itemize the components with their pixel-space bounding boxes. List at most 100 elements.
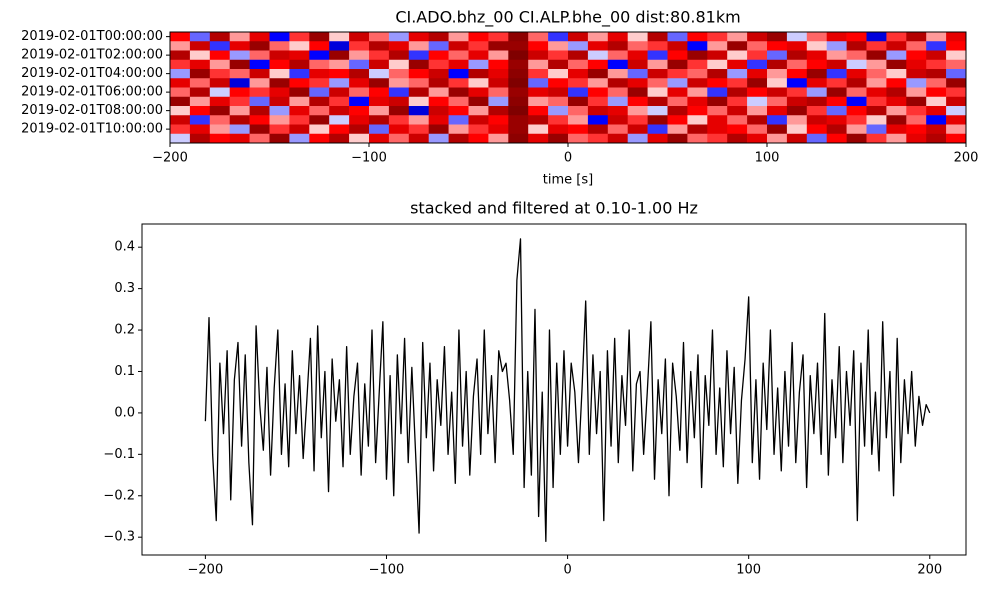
heatmap-cell (906, 124, 927, 135)
heatmap-cell (866, 106, 887, 116)
heatmap-cell (946, 133, 967, 144)
heatmap-cell (886, 106, 907, 116)
heatmap-cell (468, 50, 489, 61)
heatmap-cell (727, 59, 748, 70)
heatmap-cell (468, 78, 489, 88)
heatmap-cell (448, 78, 469, 88)
heatmap-cell (289, 124, 310, 135)
heatmap-cell (329, 96, 350, 107)
heatmap-cell (229, 78, 250, 88)
heatmap-cell (687, 96, 708, 107)
heatmap-cell (607, 87, 628, 98)
heatmap-cell (806, 133, 827, 144)
heatmap-cell (249, 32, 270, 42)
heatmap-cell (786, 115, 808, 125)
heatmap-cell (468, 59, 489, 70)
heatmap-cell (508, 133, 529, 144)
heatmap-cell (309, 50, 330, 61)
heatmap-cell (946, 41, 967, 51)
heatmap-cell (189, 69, 211, 79)
heatmap-cell (189, 96, 211, 107)
heatmap-cell (806, 78, 827, 88)
heatmap-cell (309, 78, 330, 88)
heatmap-cell (488, 124, 509, 135)
heatmap-cell (229, 106, 250, 116)
heatmap-cell (587, 59, 609, 70)
heatmap-cell (548, 59, 569, 70)
heatmap-cell (329, 106, 350, 116)
heatmap-cell (747, 32, 768, 42)
heatmap-cell (388, 96, 410, 107)
heatmap-cell (568, 50, 589, 61)
heatmap-cell (209, 106, 230, 116)
heatmap-cell (886, 59, 907, 70)
heatmap-cell (249, 69, 270, 79)
heatmap-cell (508, 41, 529, 51)
chart-title: CI.ADO.bhz_00 CI.ALP.bhe_00 dist:80.81km (395, 8, 740, 28)
heatmap-cell (448, 124, 469, 135)
heatmap-cell (189, 59, 211, 70)
heatmap-cell (687, 106, 708, 116)
heatmap-cell (946, 59, 967, 70)
heatmap-cell (587, 124, 609, 135)
heatmap-cell (289, 41, 310, 51)
heatmap-cell (607, 124, 628, 135)
heatmap-cell (926, 106, 947, 116)
heatmap-cell (209, 32, 230, 42)
heatmap-cell (627, 32, 648, 42)
heatmap-cell (727, 50, 748, 61)
heatmap-cell (369, 96, 390, 107)
heatmap-cell (408, 69, 429, 79)
heatmap-cell (369, 78, 390, 88)
heatmap-cell (329, 124, 350, 135)
x-tick-label: −200 (152, 151, 188, 166)
heatmap-cell (388, 124, 410, 135)
heatmap-cell (209, 96, 230, 107)
heatmap-cell (508, 115, 529, 125)
heatmap-cell (846, 41, 867, 51)
heatmap-cell (269, 78, 290, 88)
heatmap-cell (926, 96, 947, 107)
heatmap-cell (786, 78, 808, 88)
x-tick-label: −100 (351, 151, 387, 166)
heatmap-cell (388, 32, 410, 42)
heatmap-cell (548, 133, 569, 144)
heatmap-cell (329, 133, 350, 144)
heatmap-cell (767, 32, 788, 42)
heatmap-cell (349, 32, 370, 42)
heatmap-cell (627, 41, 648, 51)
heatmap-cell (747, 106, 768, 116)
heatmap-cell (826, 69, 847, 79)
heatmap-cell (568, 87, 589, 98)
heatmap-cell (189, 106, 211, 116)
heatmap-cell (667, 106, 688, 116)
heatmap-cell (388, 69, 410, 79)
heatmap-cell (568, 133, 589, 144)
heatmap-cell (209, 69, 230, 79)
heatmap-cell (369, 50, 390, 61)
heatmap-cell (806, 50, 827, 61)
heatmap-cell (269, 133, 290, 144)
heatmap-cell (727, 41, 748, 51)
heatmap-cell (727, 96, 748, 107)
heatmap-cell (747, 69, 768, 79)
heatmap-cell (886, 124, 907, 135)
heatmap-cell (428, 69, 449, 79)
heatmap-cell (667, 59, 688, 70)
heatmap-cell (667, 32, 688, 42)
heatmap-cell (388, 78, 410, 88)
heatmap-cell (747, 87, 768, 98)
heatmap-cell (170, 96, 191, 107)
heatmap-cell (866, 59, 887, 70)
x-tick-label: 0 (563, 563, 571, 578)
heatmap-cell (289, 32, 310, 42)
heatmap-cell (170, 115, 191, 125)
heatmap-cell (906, 87, 927, 98)
heatmap-cell (189, 50, 211, 61)
heatmap-cell (826, 59, 847, 70)
heatmap-cell (428, 41, 449, 51)
signal-line (204, 238, 931, 542)
heatmap-cell (428, 106, 449, 116)
heatmap-cell (806, 106, 827, 116)
heatmap-cell (329, 115, 350, 125)
